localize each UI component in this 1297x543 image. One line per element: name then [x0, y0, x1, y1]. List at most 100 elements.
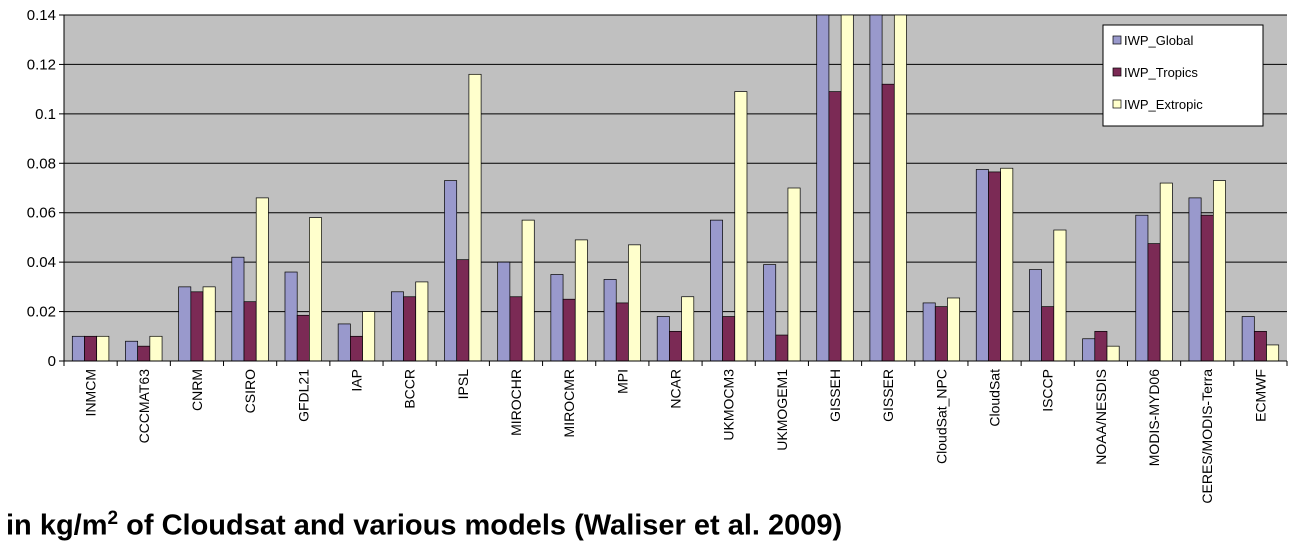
legend-label: IWP_Tropics [1124, 65, 1198, 80]
bar-iwp-extropic [309, 217, 322, 362]
legend-label: IWP_Global [1124, 33, 1193, 48]
x-tick-label: ISCCP [1040, 369, 1056, 412]
bar-iwp-tropics [1147, 243, 1161, 362]
x-tick-label: IPSL [455, 369, 471, 400]
bar-iwp-global [71, 335, 85, 362]
bar-iwp-tropics [1094, 330, 1108, 362]
legend-box [1102, 24, 1264, 127]
y-tick-label: 0.06 [27, 205, 56, 222]
bar-iwp-global [1029, 269, 1042, 362]
x-tick-label: CSIRO [242, 369, 258, 413]
y-tick-label: 0 [48, 353, 56, 370]
bar-iwp-tropics [615, 302, 629, 362]
caption-text-1: in kg/m [6, 509, 108, 542]
bar-iwp-extropic [574, 239, 588, 362]
bar-iwp-tropics [562, 298, 576, 362]
legend-swatch [1112, 99, 1122, 109]
bar-iwp-tropics [1200, 214, 1214, 362]
bar-iwp-extropic [202, 286, 216, 362]
bar-iwp-tropics [403, 296, 417, 362]
bar-iwp-global [390, 291, 404, 362]
x-tick-label: IAP [348, 369, 364, 392]
bar-iwp-global [603, 279, 617, 362]
x-tick-label: CCCMAT63 [136, 369, 152, 444]
bar-iwp-tropics [190, 291, 204, 362]
caption-superscript: 2 [107, 508, 119, 529]
bar-iwp-extropic [840, 14, 854, 362]
y-tick-label: 0.12 [27, 56, 56, 73]
bar-iwp-global [444, 180, 458, 362]
bar-iwp-extropic [1000, 167, 1014, 362]
bar-iwp-tropics [296, 314, 310, 362]
bar-iwp-extropic [415, 281, 429, 362]
bar-iwp-extropic [947, 297, 961, 362]
figure-caption: in kg/m2 of Cloudsat and various models … [6, 508, 842, 543]
bar-iwp-global [763, 264, 777, 362]
y-tick-label: 0.02 [27, 304, 56, 321]
bar-iwp-extropic [521, 219, 535, 362]
x-tick-label: MIROCMR [561, 369, 577, 437]
bar-iwp-global [975, 169, 989, 362]
x-tick-label: INMCM [83, 369, 99, 416]
bar-iwp-tropics [775, 334, 789, 362]
bar-iwp-extropic [149, 335, 163, 362]
bar-iwp-global [231, 256, 245, 362]
y-tick-label: 0.1 [35, 106, 56, 123]
y-tick-label: 0.14 [27, 7, 56, 24]
x-tick-label: CloudSat [987, 369, 1003, 427]
bar-iwp-global [922, 302, 936, 362]
bar-iwp-global [550, 274, 564, 362]
bar-iwp-extropic [1159, 182, 1173, 362]
bar-iwp-tropics [350, 335, 363, 362]
x-tick-label: MODIS-MYD06 [1146, 369, 1162, 466]
bar-iwp-tropics [84, 335, 98, 362]
bar-iwp-extropic [362, 311, 376, 362]
x-tick-label: BCCR [402, 369, 418, 409]
bar-iwp-extropic [893, 14, 907, 362]
bar-iwp-global [656, 316, 670, 362]
bar-iwp-extropic [1106, 345, 1120, 362]
bar-iwp-tropics [669, 330, 682, 362]
x-tick-label: MIROCHR [508, 369, 524, 436]
bar-iwp-global [125, 340, 139, 362]
bar-iwp-tropics [881, 83, 895, 362]
bar-iwp-extropic [628, 244, 641, 362]
y-tick-label: 0.04 [27, 254, 56, 271]
bar-iwp-tropics [722, 316, 736, 362]
bar-iwp-extropic [787, 187, 801, 362]
bar-iwp-global [1082, 338, 1096, 362]
bar-iwp-tropics [934, 306, 948, 362]
bar-iwp-tropics [456, 259, 470, 362]
bar-iwp-global [178, 286, 192, 362]
bar-iwp-tropics [1041, 306, 1055, 362]
bar-iwp-tropics [137, 345, 151, 362]
bar-iwp-extropic [468, 73, 482, 362]
bar-iwp-tropics [988, 171, 1001, 362]
x-tick-label: CloudSat_NPC [933, 369, 949, 464]
x-tick-label: GISSEH [827, 369, 843, 422]
x-tick-label: MPI [614, 369, 630, 394]
bar-iwp-tropics [509, 296, 523, 362]
legend-swatch [1112, 35, 1122, 45]
x-tick-label: NOAA/NESDIS [1093, 369, 1109, 465]
bar-iwp-tropics [828, 91, 842, 362]
y-axis-ticks: 0 0.02 0.04 0.06 0.08 0.1 0.12 0.14 [27, 7, 64, 370]
x-tick-label: GFDL21 [295, 369, 311, 422]
bar-iwp-tropics [243, 301, 257, 362]
x-tick-label: UKMOCM3 [721, 369, 737, 441]
bar-iwp-extropic [96, 335, 110, 362]
bar-iwp-global [869, 14, 883, 362]
bar-iwp-global [710, 219, 723, 362]
bar-iwp-extropic [1266, 344, 1280, 362]
legend: IWP_Global IWP_Tropics IWP_Extropic [1102, 24, 1264, 127]
x-axis-ticks: INMCM CCCMAT63 CNRM CSIRO GFDL21 IAP BCCR IPSL M… [63, 361, 1288, 504]
x-tick-label: GISSER [880, 369, 896, 422]
bar-iwp-global [497, 261, 511, 362]
x-tick-label: ECMWF [1252, 369, 1268, 422]
y-tick-label: 0.08 [27, 155, 56, 172]
x-tick-label: CERES/MODIS-Terra [1199, 369, 1215, 504]
bar-iwp-extropic [681, 296, 695, 362]
bar-iwp-extropic [1212, 180, 1226, 362]
bar-iwp-global [284, 271, 298, 362]
